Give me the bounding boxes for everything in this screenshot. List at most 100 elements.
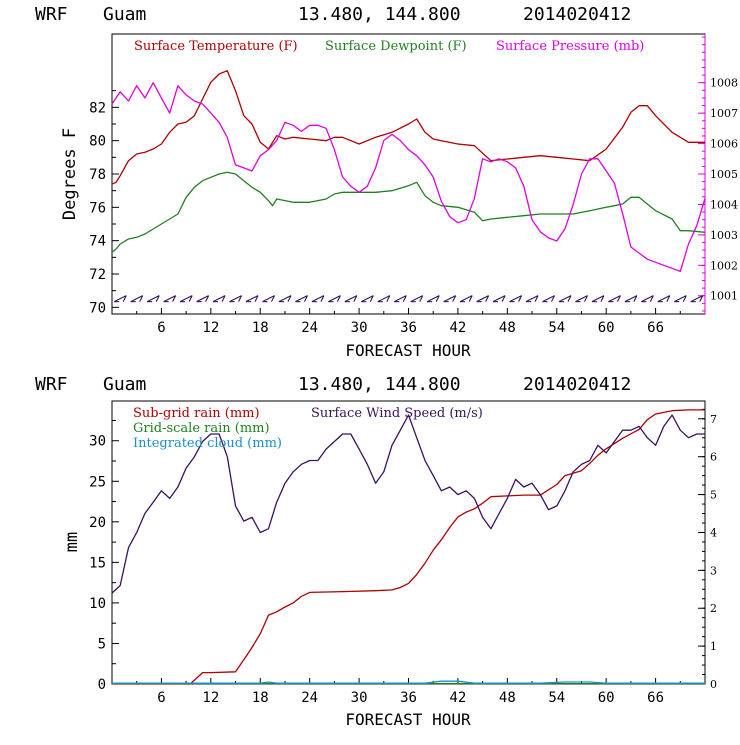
- x-tick-label: 66: [647, 690, 664, 706]
- wind-barb: [443, 295, 457, 303]
- series-line-surface-wind-speed-m-s: [111, 414, 705, 594]
- y2-tick-label: 1001: [710, 290, 738, 303]
- y2-tick-label: 1006: [710, 138, 738, 151]
- x-tick-label: 6: [157, 320, 165, 336]
- y-tick-label: 20: [89, 515, 106, 531]
- x-tick-label: 36: [400, 690, 417, 706]
- wind-barb: [525, 295, 539, 303]
- wind-barb: [657, 295, 671, 303]
- legend-surface-dewpoint: Surface Dewpoint (F): [325, 39, 467, 54]
- y2-tick-label: 1007: [710, 107, 738, 120]
- y-tick-label: 5: [98, 636, 106, 652]
- chart2-y-axis-title: mm: [62, 532, 82, 552]
- legend-surface-temperature: Surface Temperature (F): [134, 39, 298, 54]
- wind-barb: [179, 295, 193, 303]
- chart2-y-ticks: 0 5 10 15 20 25 30: [89, 419, 119, 693]
- chart1-x-axis-title: FORECAST HOUR: [345, 341, 471, 360]
- wind-barb: [542, 295, 556, 303]
- wind-barb: [311, 295, 325, 303]
- wind-barb: [394, 295, 407, 303]
- y-tick-label: 25: [89, 474, 106, 490]
- wind-barb: [196, 295, 210, 303]
- wind-barb: [459, 295, 473, 303]
- wind-barb: [130, 295, 144, 303]
- chart2-x-ticks: 6 12 18 24 30 36 42 48 54 60 66: [136, 678, 681, 706]
- chart1-series: [111, 70, 706, 273]
- y2-tick-label: 7: [710, 413, 717, 426]
- chart1-y-axis-title: Degrees F: [60, 128, 80, 220]
- x-tick-label: 48: [499, 690, 516, 706]
- header2-location-label: Guam: [103, 374, 146, 395]
- y-tick-label: 15: [89, 555, 106, 571]
- y2-tick-label: 1004: [710, 198, 738, 211]
- wind-barb: [377, 295, 391, 303]
- wind-barb: [146, 295, 160, 303]
- y-tick-label: 30: [89, 434, 106, 450]
- chart1-y-ticks: 70 72 74 76 78 80 82: [89, 90, 119, 316]
- x-tick-label: 54: [548, 320, 565, 336]
- y-tick-label: 10: [89, 596, 106, 612]
- wind-barb: [608, 295, 621, 303]
- wind-barb: [113, 295, 127, 303]
- y-tick-label: 0: [98, 677, 106, 693]
- header-init-time-label: 2014020412: [523, 4, 631, 25]
- x-tick-label: 42: [449, 690, 466, 706]
- x-tick-label: 30: [351, 320, 368, 336]
- y-tick-label: 80: [89, 134, 106, 150]
- wind-barb: [575, 295, 588, 303]
- wind-barb: [344, 295, 358, 303]
- wind-barb: [328, 295, 341, 303]
- wind-barb: [262, 295, 275, 303]
- chart1-x-ticks: 6 12 18 24 30 36 42 48 54 60 66: [136, 308, 681, 336]
- header2-coordinates-label: 13.480, 144.800: [298, 374, 461, 395]
- header-model-label: WRF: [35, 4, 68, 25]
- wind-barb: [212, 295, 226, 303]
- wind-barb: [492, 295, 506, 303]
- y-tick-label: 70: [89, 300, 106, 316]
- header2-model-label: WRF: [35, 374, 68, 395]
- wind-barb: [558, 295, 572, 303]
- wind-barb: [591, 295, 605, 303]
- y2-tick-label: 1008: [710, 77, 738, 90]
- wind-barb: [278, 295, 292, 303]
- header2-init-time-label: 2014020412: [523, 374, 631, 395]
- chart2-series: [111, 409, 705, 685]
- x-tick-label: 18: [252, 690, 269, 706]
- y-tick-label: 74: [89, 234, 106, 250]
- y-tick-label: 76: [89, 200, 106, 216]
- wind-barb: [624, 295, 638, 303]
- chart1-y2-ticks: 1001 1002 1003 1004 1005 1006 1007 1008: [698, 36, 738, 312]
- y2-tick-label: 4: [710, 526, 717, 539]
- legend-integrated-cloud: Integrated cloud (mm): [133, 436, 282, 451]
- surface-weather-chart: 6 12 18 24 30 36 42 48 54 60 66 70 72 74 76 78 80 82 100…: [60, 33, 738, 360]
- wind-barb: [476, 295, 490, 303]
- y-tick-label: 82: [89, 100, 106, 116]
- series-line-integrated-cloud-mm: [112, 680, 705, 684]
- x-tick-label: 24: [301, 320, 318, 336]
- x-tick-label: 12: [202, 690, 219, 706]
- x-tick-label: 60: [598, 320, 615, 336]
- x-tick-label: 54: [548, 690, 565, 706]
- wind-barb: [229, 295, 243, 303]
- legend-subgrid-rain: Sub-grid rain (mm): [133, 406, 260, 421]
- x-tick-label: 48: [499, 320, 516, 336]
- y2-tick-label: 3: [710, 564, 717, 577]
- series-line-surface-pressure-mb: [111, 82, 706, 273]
- y2-tick-label: 6: [710, 451, 717, 464]
- legend-surface-wind-speed: Surface Wind Speed (m/s): [311, 406, 483, 421]
- y-tick-label: 78: [89, 167, 106, 183]
- x-tick-label: 42: [449, 320, 466, 336]
- wind-barb: [163, 295, 177, 303]
- y2-tick-label: 2: [710, 602, 717, 615]
- x-tick-label: 6: [157, 690, 165, 706]
- header-coordinates-label: 13.480, 144.800: [298, 4, 461, 25]
- wind-barb: [361, 295, 374, 303]
- wind-barb: [426, 295, 440, 303]
- wind-barb: [295, 295, 308, 303]
- series-line-sub-grid-rain-mm: [112, 409, 705, 685]
- y2-tick-label: 0: [710, 678, 717, 691]
- x-tick-label: 36: [400, 320, 417, 336]
